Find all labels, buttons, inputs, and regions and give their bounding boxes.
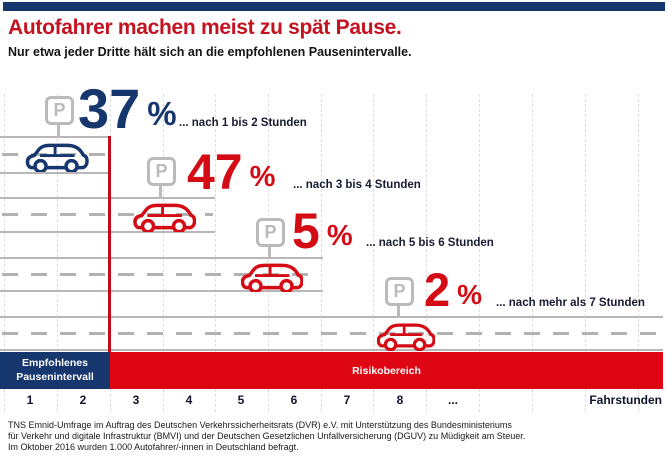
- percentage-row-3: 5 %: [292, 203, 353, 259]
- percentage-row-1: 37 %: [78, 77, 177, 140]
- axis-tick-7: 7: [343, 393, 351, 407]
- axis-tick-8: 8: [396, 393, 404, 407]
- axis-tick-6: 6: [290, 393, 298, 407]
- page-subtitle: Nur etwa jeder Dritte hält sich an die e…: [8, 45, 412, 59]
- percentage-value: 2: [424, 263, 451, 316]
- axis-label: Fahrstunden: [589, 393, 662, 407]
- percentage-value: 5: [292, 203, 320, 259]
- road-lane-4: [0, 316, 663, 351]
- gridline: [163, 94, 164, 412]
- percentage-unit: %: [326, 220, 353, 252]
- recommended-pause-threshold-line: [108, 136, 111, 352]
- gridline: [215, 94, 216, 412]
- car-icon-red: [133, 201, 196, 232]
- recommended-pause-zone: Empfohlenes Pausenintervall: [0, 352, 110, 389]
- recommended-pause-zone-label-line1: Empfohlenes: [22, 356, 88, 369]
- car-icon-blue: [25, 141, 89, 172]
- gridline: [4, 94, 5, 412]
- source-note-line2: für Verkehr und digitale Infrastruktur (…: [8, 430, 526, 441]
- page-title: Autofahrer machen meist zu spät Pause.: [8, 16, 402, 39]
- road-lane-3: [0, 257, 323, 292]
- gridline: [57, 94, 58, 412]
- axis-tick-4: 4: [185, 393, 193, 407]
- axis-tick-3: 3: [132, 393, 140, 407]
- road-lane-2: [0, 197, 215, 233]
- risk-zone-label: Risikobereich: [352, 364, 421, 377]
- source-note-line3: Im Oktober 2016 wurden 1.000 Autofahrer/…: [8, 441, 299, 452]
- parking-sign-pole: [268, 246, 271, 259]
- percentage-unit: %: [249, 161, 276, 193]
- gridline: [321, 94, 322, 412]
- gridline: [532, 94, 533, 412]
- percentage-unit: %: [457, 279, 483, 310]
- percentage-value: 47: [187, 144, 243, 200]
- car-icon-red: [241, 261, 303, 292]
- source-note-line1: TNS Emnid-Umfrage im Auftrag des Deutsch…: [8, 420, 512, 430]
- parking-sign-pole: [397, 305, 400, 318]
- axis-tick-2: 2: [79, 393, 87, 407]
- gridline: [479, 94, 480, 412]
- axis-tick-1: 1: [26, 393, 34, 407]
- parking-sign-icon: P: [256, 218, 285, 247]
- percentage-value: 37: [78, 77, 141, 140]
- percentage-row-4: 2 %: [424, 263, 483, 316]
- gridline: [638, 94, 639, 412]
- gridline: [373, 94, 374, 412]
- lane-marking: [2, 272, 321, 276]
- car-icon-red: [377, 320, 435, 351]
- axis-tick-5: 5: [237, 393, 245, 407]
- percentage-caption: ... nach mehr als 7 Stunden: [496, 297, 645, 309]
- lane-marking: [2, 213, 213, 216]
- source-note: TNS Emnid-Umfrage im Auftrag des Deutsch…: [8, 420, 525, 452]
- parking-sign-icon: P: [147, 157, 176, 186]
- parking-sign-icon: P: [385, 277, 414, 306]
- parking-sign-icon: P: [45, 96, 74, 125]
- gridline: [585, 94, 586, 412]
- parking-sign-pole: [57, 124, 60, 138]
- percentage-caption: ... nach 5 bis 6 Stunden: [366, 237, 494, 249]
- percentage-caption: ... nach 3 bis 4 Stunden: [293, 179, 421, 191]
- percentage-unit: %: [147, 95, 177, 132]
- gridline: [426, 94, 427, 412]
- top-accent-bar: [3, 2, 665, 11]
- lane-marking: [2, 331, 661, 335]
- percentage-caption: ... nach 1 bis 2 Stunden: [179, 117, 307, 129]
- recommended-pause-zone-label-line2: Pausenintervall: [16, 370, 94, 383]
- risk-zone: Risikobereich: [110, 352, 663, 389]
- parking-sign-pole: [159, 185, 162, 199]
- axis-tick-more: ...: [447, 393, 458, 407]
- percentage-row-2: 47 %: [187, 144, 276, 200]
